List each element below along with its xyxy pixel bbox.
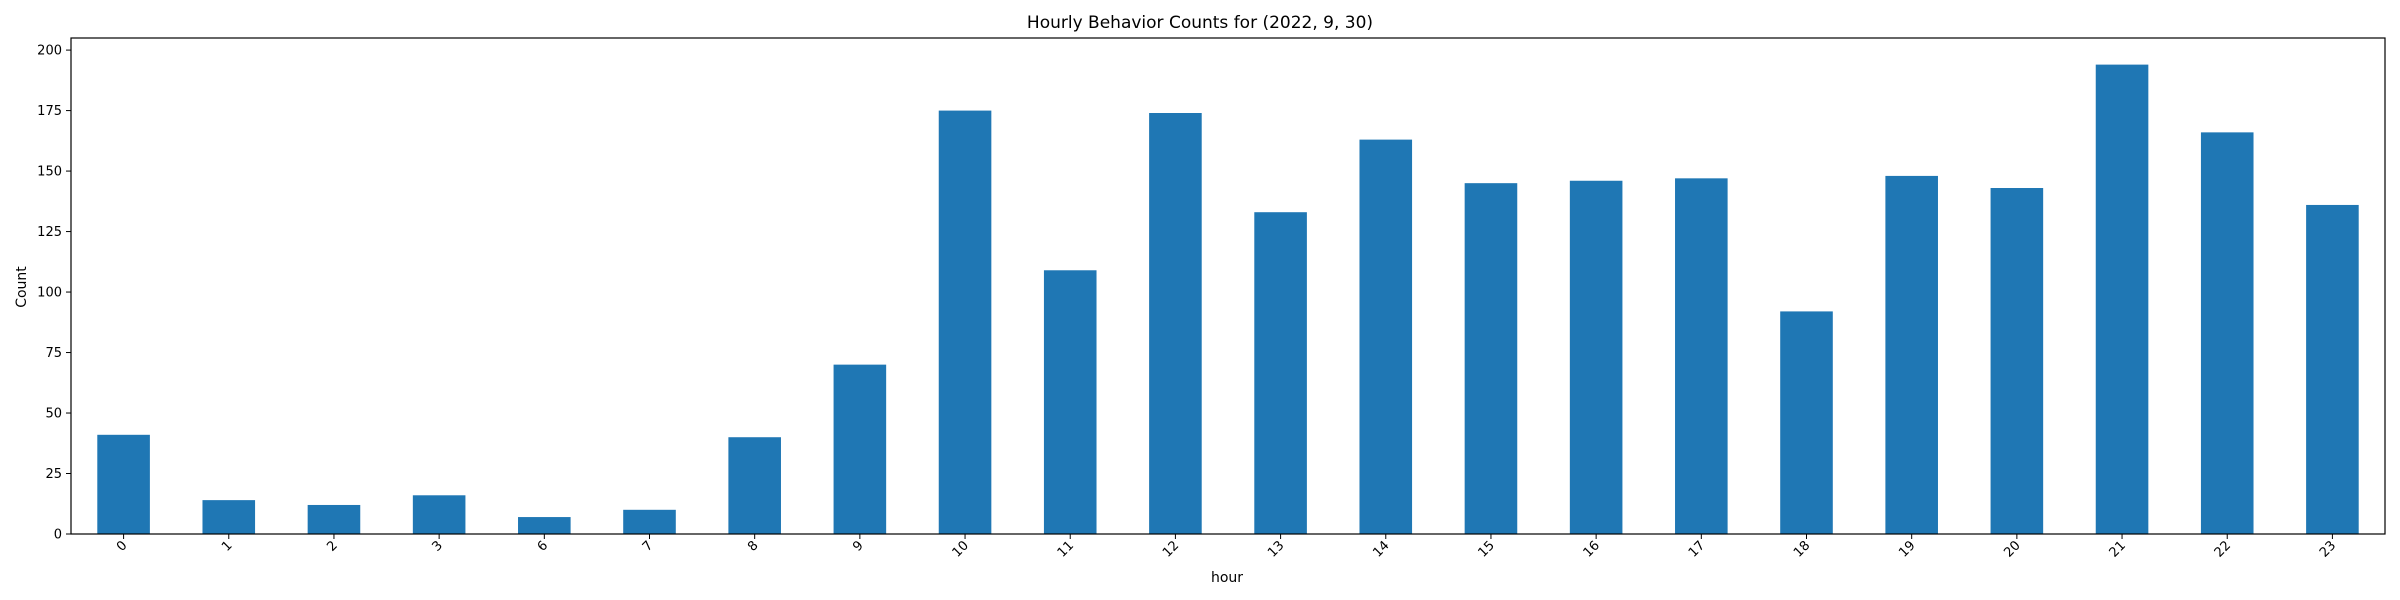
bar-hour-23 [2306,204,2359,534]
y-tick-label: 75 [45,346,62,361]
y-axis-label: Count [14,266,30,308]
bar-hour-10 [938,110,992,535]
y-axis: 0 25 50 75 100 125 150 175 200 [37,44,71,543]
bar-hour-1 [202,500,256,534]
bar-hour-0 [97,434,150,534]
bar-hour-18 [1780,311,1833,534]
bar-hour-6 [518,517,571,534]
y-tick-label: 0 [54,528,62,543]
y-tick-label: 150 [37,165,62,180]
bar-hour-12 [1149,113,1202,534]
y-tick-label: 50 [45,407,62,422]
bar-hour-22 [2200,132,2254,535]
y-tick-label: 175 [37,104,62,119]
plot-frame [70,37,2386,535]
y-tick-label: 25 [45,467,62,482]
bar-hour-20 [1990,188,2044,534]
bar-hour-8 [728,437,781,534]
bar-hour-2 [307,504,361,534]
bar-hour-21 [2095,64,2149,535]
bar-hour-19 [1885,175,1938,534]
bar-hour-11 [1043,270,1097,534]
x-axis-label: hour [1211,570,1243,586]
bar-hour-9 [833,364,887,534]
bar-hour-15 [1464,183,1518,535]
bar-hour-14 [1359,139,1413,534]
bar-hour-13 [1254,212,1307,534]
y-tick-label: 100 [37,286,62,301]
bar-hour-17 [1675,178,1728,534]
bars-group [97,64,2359,535]
bar-hour-3 [412,495,466,534]
y-tick-label: 200 [37,44,62,59]
bar-hour-16 [1569,180,1623,534]
bar-hour-7 [623,509,676,534]
chart-title: Hourly Behavior Counts for (2022, 9, 30) [1027,13,1373,33]
y-tick-label: 125 [37,225,62,240]
